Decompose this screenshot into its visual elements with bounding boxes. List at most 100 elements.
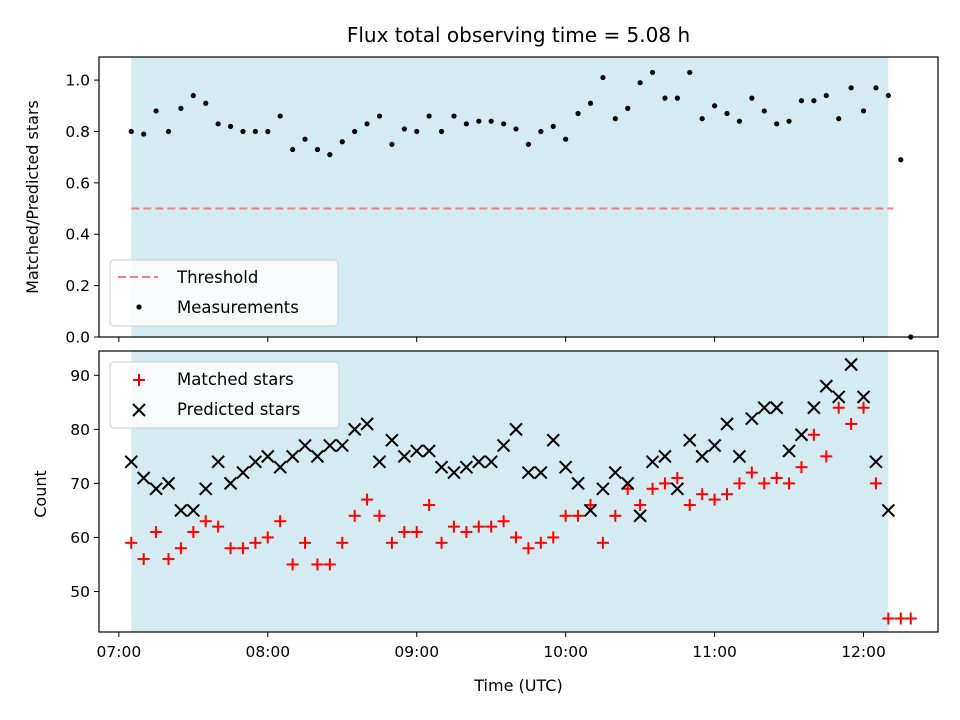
measurement-point: [203, 100, 209, 106]
bottom-x-tick-label: 07:00: [97, 643, 142, 661]
matched-star-point: [361, 493, 374, 506]
top-y-tick-label: 0.8: [65, 123, 90, 141]
measurement-point: [612, 116, 618, 122]
matched-star-point: [472, 520, 485, 533]
matched-star-point: [236, 542, 249, 555]
bottom-y-tick-label: 50: [70, 583, 90, 601]
measurement-point: [302, 136, 308, 142]
bottom-x-tick-label: 08:00: [245, 643, 290, 661]
predicted-star-point: [199, 482, 213, 496]
bottom-y-tick-label: 80: [70, 421, 90, 439]
matched-star-point: [708, 493, 721, 506]
top-legend-box: [109, 259, 339, 327]
measurement-point: [736, 118, 743, 124]
top-y-tick-label: 1.0: [65, 72, 90, 90]
predicted-star-point: [484, 455, 498, 469]
predicted-star-point: [869, 455, 883, 469]
measurement-point: [600, 74, 606, 81]
bottom-y-ticks: 50 60 70 80 90: [70, 367, 99, 601]
matched-star-point: [187, 526, 200, 539]
matched-star-point: [658, 477, 671, 490]
measurement-point: [290, 146, 296, 153]
measurement-point: [786, 118, 792, 124]
predicted-star-point: [633, 509, 647, 523]
measurement-point: [215, 121, 221, 127]
predicted-star-point: [422, 444, 436, 458]
legend-matched-label: Matched stars: [177, 370, 294, 389]
measurement-point: [190, 92, 196, 99]
measurement-point: [699, 116, 705, 122]
measurement-point: [836, 116, 842, 122]
top-plot-frame: [98, 56, 939, 338]
predicted-star-point: [534, 465, 548, 480]
top-y-tick-label: 0.2: [65, 277, 90, 295]
matched-star-point: [423, 499, 436, 512]
predicted-star-point: [236, 465, 250, 480]
predicted-star-point: [149, 482, 163, 496]
matched-star-point: [150, 526, 163, 539]
measurement-point: [538, 128, 544, 135]
bottom-y-tick-label: 60: [70, 529, 90, 547]
predicted-star-point: [285, 449, 300, 464]
predicted-star-point: [136, 471, 151, 485]
predicted-star-point: [670, 482, 685, 496]
measurement-point: [525, 141, 532, 147]
matched-star-point: [199, 515, 212, 528]
matched-star-point: [783, 477, 796, 490]
matched-star-point: [646, 482, 659, 495]
measurement-point: [823, 92, 829, 99]
predicted-star-point: [695, 449, 709, 464]
matched-star-point: [683, 499, 696, 512]
legend-measurements-label: Measurements: [177, 298, 299, 317]
predicted-star-point: [807, 401, 821, 415]
matched-stars-points: [125, 401, 917, 625]
legend-matched-swatch: [133, 374, 145, 386]
predicted-star-point: [658, 449, 672, 464]
legend-threshold-label: Threshold: [176, 268, 258, 287]
measurement-point: [488, 118, 494, 124]
predicted-star-point: [596, 482, 610, 496]
measurement-point: [265, 128, 271, 135]
measurement-point: [451, 113, 457, 119]
matched-star-point: [721, 488, 734, 501]
matched-star-point: [522, 542, 535, 555]
matched-star-point: [286, 558, 299, 571]
matched-star-point: [758, 477, 771, 490]
measurement-point: [339, 139, 345, 145]
measurement-points: [128, 69, 914, 340]
matched-star-point: [261, 531, 274, 544]
matched-star-point: [311, 558, 324, 571]
matched-star-point: [882, 612, 895, 625]
measurement-point: [252, 128, 258, 135]
measurement-point: [401, 126, 407, 132]
predicted-star-point: [621, 476, 635, 491]
matched-star-point: [274, 515, 287, 528]
matched-star-point: [696, 488, 709, 501]
measurement-point: [438, 128, 445, 135]
bottom-legend: Matched stars Predicted stars: [109, 361, 340, 429]
predicted-star-point: [397, 449, 412, 464]
bottom-legend-box: [109, 361, 340, 429]
measurement-point: [463, 121, 469, 127]
bottom-x-tick-label: 09:00: [394, 643, 439, 661]
matched-star-point: [807, 428, 820, 441]
measurement-point: [364, 121, 370, 127]
measurement-point: [240, 128, 246, 135]
bottom-y-tick-label: 70: [70, 475, 90, 493]
matched-star-point: [609, 509, 622, 522]
top-y-tick-label: 0.4: [65, 226, 90, 244]
matched-star-point: [348, 509, 361, 522]
matched-star-point: [857, 401, 870, 414]
top-legend: Threshold Measurements: [109, 259, 339, 327]
predicted-star-point: [757, 401, 771, 415]
measurement-point: [314, 146, 321, 153]
matched-star-point: [904, 612, 917, 625]
predicted-star-point: [844, 357, 858, 372]
matched-star-point: [745, 466, 758, 479]
measurement-point: [798, 98, 805, 104]
top-x-ticks: [118, 337, 865, 342]
measurement-point: [625, 105, 631, 111]
matched-star-point: [869, 477, 882, 490]
predicted-star-point: [211, 455, 225, 469]
